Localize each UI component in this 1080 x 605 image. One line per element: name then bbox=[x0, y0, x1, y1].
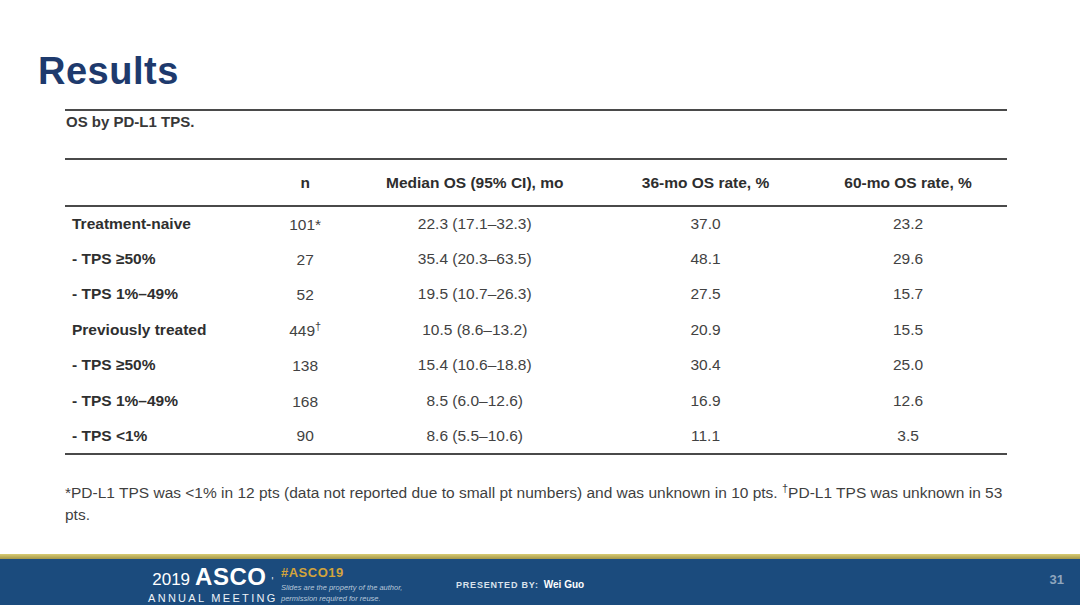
column-header-36mo: 36-mo OS rate, % bbox=[602, 159, 809, 206]
cell-n: 138 bbox=[263, 348, 348, 383]
cell-60mo-os-rate: 3.5 bbox=[809, 418, 1007, 453]
header-row: n Median OS (95% CI), mo 36-mo OS rate, … bbox=[65, 159, 1007, 206]
logo-year: 2019 bbox=[152, 570, 190, 590]
column-header-n: n bbox=[263, 159, 348, 206]
cell-60mo-os-rate: 29.6 bbox=[809, 241, 1007, 276]
results-table-header: n Median OS (95% CI), mo 36-mo OS rate, … bbox=[65, 159, 1007, 206]
table-row: - TPS ≥50% 138 15.4 (10.6–18.8) 30.4 25.… bbox=[65, 348, 1007, 383]
column-header-60mo: 60-mo OS rate, % bbox=[809, 159, 1007, 206]
footer-bar: 2019ASCO ' ANNUAL MEETING #ASCO19 Slides … bbox=[0, 559, 1080, 605]
cell-median-os: 19.5 (10.7–26.3) bbox=[348, 277, 602, 312]
presented-by-label: PRESENTED BY: bbox=[456, 580, 539, 590]
table-row: Treatment-naive 101* 22.3 (17.1–32.3) 37… bbox=[65, 206, 1007, 241]
table-caption: OS by PD-L1 TPS. bbox=[66, 113, 194, 130]
cell-60mo-os-rate: 23.2 bbox=[809, 206, 1007, 241]
column-header-median-os: Median OS (95% CI), mo bbox=[348, 159, 602, 206]
hashtag-block: #ASCO19 Slides are the property of the a… bbox=[281, 565, 402, 604]
table-row: - TPS 1%–49% 168 8.5 (6.0–12.6) 16.9 12.… bbox=[65, 383, 1007, 418]
cell-36mo-os-rate: 30.4 bbox=[602, 348, 809, 383]
table-row: - TPS 1%–49% 52 19.5 (10.7–26.3) 27.5 15… bbox=[65, 277, 1007, 312]
presented-by: PRESENTED BY: Wei Guo bbox=[456, 574, 584, 592]
row-label: Treatment-naive bbox=[65, 206, 263, 241]
asco-logo-line1: 2019ASCO ' bbox=[148, 563, 278, 591]
disclaimer-line-2: permission required for reuse. bbox=[281, 594, 402, 605]
cell-median-os: 10.5 (8.6–13.2) bbox=[348, 312, 602, 347]
cell-60mo-os-rate: 12.6 bbox=[809, 383, 1007, 418]
results-table-body: Treatment-naive 101* 22.3 (17.1–32.3) 37… bbox=[65, 206, 1007, 454]
table-row: - TPS ≥50% 27 35.4 (20.3–63.5) 48.1 29.6 bbox=[65, 241, 1007, 276]
cell-median-os: 22.3 (17.1–32.3) bbox=[348, 206, 602, 241]
cell-n: 27 bbox=[263, 241, 348, 276]
cell-60mo-os-rate: 15.7 bbox=[809, 277, 1007, 312]
cell-36mo-os-rate: 48.1 bbox=[602, 241, 809, 276]
row-label: Previously treated bbox=[65, 312, 263, 347]
page-number: 31 bbox=[1050, 572, 1064, 587]
cell-60mo-os-rate: 25.0 bbox=[809, 348, 1007, 383]
cell-36mo-os-rate: 11.1 bbox=[602, 418, 809, 453]
cell-n: 101* bbox=[263, 206, 348, 241]
cell-36mo-os-rate: 20.9 bbox=[602, 312, 809, 347]
row-label: - TPS 1%–49% bbox=[65, 383, 263, 418]
asco-wordmark: ASCO bbox=[195, 563, 266, 591]
results-table: n Median OS (95% CI), mo 36-mo OS rate, … bbox=[65, 158, 1007, 455]
footnote-part1: *PD-L1 TPS was <1% in 12 pts (data not r… bbox=[65, 484, 782, 501]
table-row: - TPS <1% 90 8.6 (5.5–10.6) 11.1 3.5 bbox=[65, 418, 1007, 453]
cell-36mo-os-rate: 37.0 bbox=[602, 206, 809, 241]
presenter-name: Wei Guo bbox=[544, 579, 584, 590]
cell-36mo-os-rate: 27.5 bbox=[602, 277, 809, 312]
slide-title: Results bbox=[38, 50, 179, 93]
column-header-label bbox=[65, 159, 263, 206]
trademark-tick-icon: ' bbox=[271, 576, 273, 587]
cell-36mo-os-rate: 16.9 bbox=[602, 383, 809, 418]
cell-median-os: 8.6 (5.5–10.6) bbox=[348, 418, 602, 453]
asco-logo: 2019ASCO ' ANNUAL MEETING bbox=[148, 563, 278, 604]
row-label: - TPS ≥50% bbox=[65, 241, 263, 276]
caption-top-rule bbox=[65, 109, 1007, 111]
row-label: - TPS <1% bbox=[65, 418, 263, 453]
cell-n: 168 bbox=[263, 383, 348, 418]
cell-median-os: 35.4 (20.3–63.5) bbox=[348, 241, 602, 276]
disclaimer-line-1: Slides are the property of the author, bbox=[281, 583, 402, 594]
cell-median-os: 8.5 (6.0–12.6) bbox=[348, 383, 602, 418]
slide: Results OS by PD-L1 TPS. n Median OS (95… bbox=[0, 0, 1080, 605]
cell-n: 90 bbox=[263, 418, 348, 453]
hashtag: #ASCO19 bbox=[281, 565, 402, 580]
disclaimer: Slides are the property of the author, p… bbox=[281, 583, 402, 604]
footnote: *PD-L1 TPS was <1% in 12 pts (data not r… bbox=[65, 481, 1013, 526]
row-label: - TPS 1%–49% bbox=[65, 277, 263, 312]
logo-subtitle: ANNUAL MEETING bbox=[148, 592, 278, 604]
cell-n: 449† bbox=[263, 312, 348, 347]
table-row: Previously treated 449† 10.5 (8.6–13.2) … bbox=[65, 312, 1007, 347]
dagger-superscript: † bbox=[315, 320, 321, 332]
cell-n: 52 bbox=[263, 277, 348, 312]
row-label: - TPS ≥50% bbox=[65, 348, 263, 383]
cell-60mo-os-rate: 15.5 bbox=[809, 312, 1007, 347]
cell-median-os: 15.4 (10.6–18.8) bbox=[348, 348, 602, 383]
